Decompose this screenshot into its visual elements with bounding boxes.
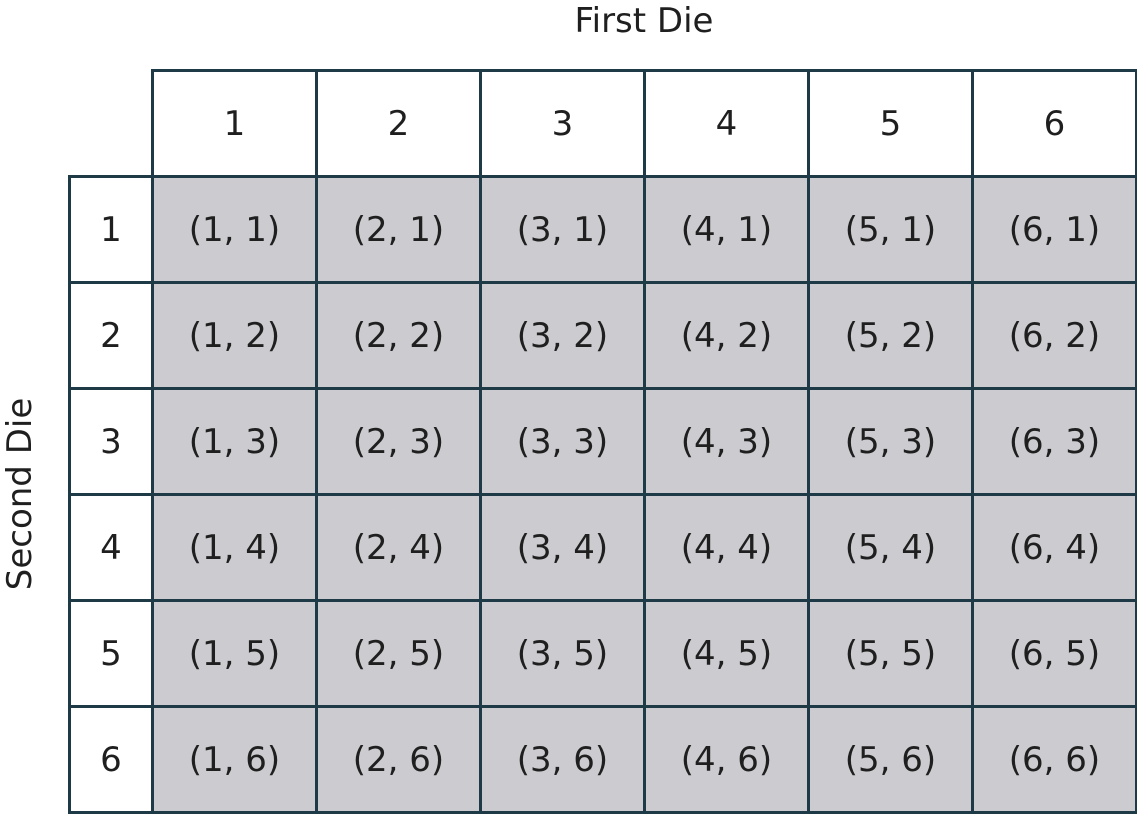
outcome-cell: (3, 6) bbox=[479, 705, 646, 814]
row-header: 6 bbox=[68, 705, 154, 814]
outcome-cell: (6, 1) bbox=[971, 175, 1137, 284]
outcome-cell: (5, 3) bbox=[807, 387, 974, 496]
outcome-cell: (2, 6) bbox=[315, 705, 482, 814]
column-header: 5 bbox=[807, 69, 974, 178]
outcome-cell: (6, 2) bbox=[971, 281, 1137, 390]
row-header: 3 bbox=[68, 387, 154, 496]
outcome-cell: (4, 5) bbox=[643, 599, 810, 708]
outcome-cell: (2, 2) bbox=[315, 281, 482, 390]
outcome-cell: (6, 5) bbox=[971, 599, 1137, 708]
outcome-cell: (5, 2) bbox=[807, 281, 974, 390]
outcome-cell: (1, 6) bbox=[151, 705, 318, 814]
row-header: 5 bbox=[68, 599, 154, 708]
outcome-cell: (5, 5) bbox=[807, 599, 974, 708]
outcome-cell: (3, 1) bbox=[479, 175, 646, 284]
outcome-cell: (3, 2) bbox=[479, 281, 646, 390]
second-die-axis-label: Second Die bbox=[0, 397, 40, 591]
column-header: 3 bbox=[479, 69, 646, 178]
outcome-cell: (4, 1) bbox=[643, 175, 810, 284]
outcome-cell: (1, 2) bbox=[151, 281, 318, 390]
outcome-cell: (2, 5) bbox=[315, 599, 482, 708]
outcome-cell: (4, 2) bbox=[643, 281, 810, 390]
column-header: 1 bbox=[151, 69, 318, 178]
outcome-cell: (6, 6) bbox=[971, 705, 1137, 814]
outcome-cell: (5, 1) bbox=[807, 175, 974, 284]
outcome-cell: (3, 3) bbox=[479, 387, 646, 496]
outcome-cell: (4, 4) bbox=[643, 493, 810, 602]
outcome-cell: (2, 3) bbox=[315, 387, 482, 496]
column-header: 4 bbox=[643, 69, 810, 178]
outcome-cell: (3, 5) bbox=[479, 599, 646, 708]
outcome-cell: (2, 1) bbox=[315, 175, 482, 284]
outcome-cell: (1, 1) bbox=[151, 175, 318, 284]
outcome-cell: (2, 4) bbox=[315, 493, 482, 602]
outcome-cell: (1, 4) bbox=[151, 493, 318, 602]
outcome-cell: (6, 3) bbox=[971, 387, 1137, 496]
column-header: 2 bbox=[315, 69, 482, 178]
outcome-cell: (4, 3) bbox=[643, 387, 810, 496]
outcome-cell: (4, 6) bbox=[643, 705, 810, 814]
row-header: 4 bbox=[68, 493, 154, 602]
row-header: 2 bbox=[68, 281, 154, 390]
outcome-cell: (1, 3) bbox=[151, 387, 318, 496]
outcome-cell: (6, 4) bbox=[971, 493, 1137, 602]
outcome-cell: (1, 5) bbox=[151, 599, 318, 708]
first-die-axis-label: First Die bbox=[574, 1, 714, 41]
outcome-cell: (5, 6) bbox=[807, 705, 974, 814]
outcome-cell: (5, 4) bbox=[807, 493, 974, 602]
outcome-cell: (3, 4) bbox=[479, 493, 646, 602]
row-header: 1 bbox=[68, 175, 154, 284]
column-header: 6 bbox=[971, 69, 1137, 178]
